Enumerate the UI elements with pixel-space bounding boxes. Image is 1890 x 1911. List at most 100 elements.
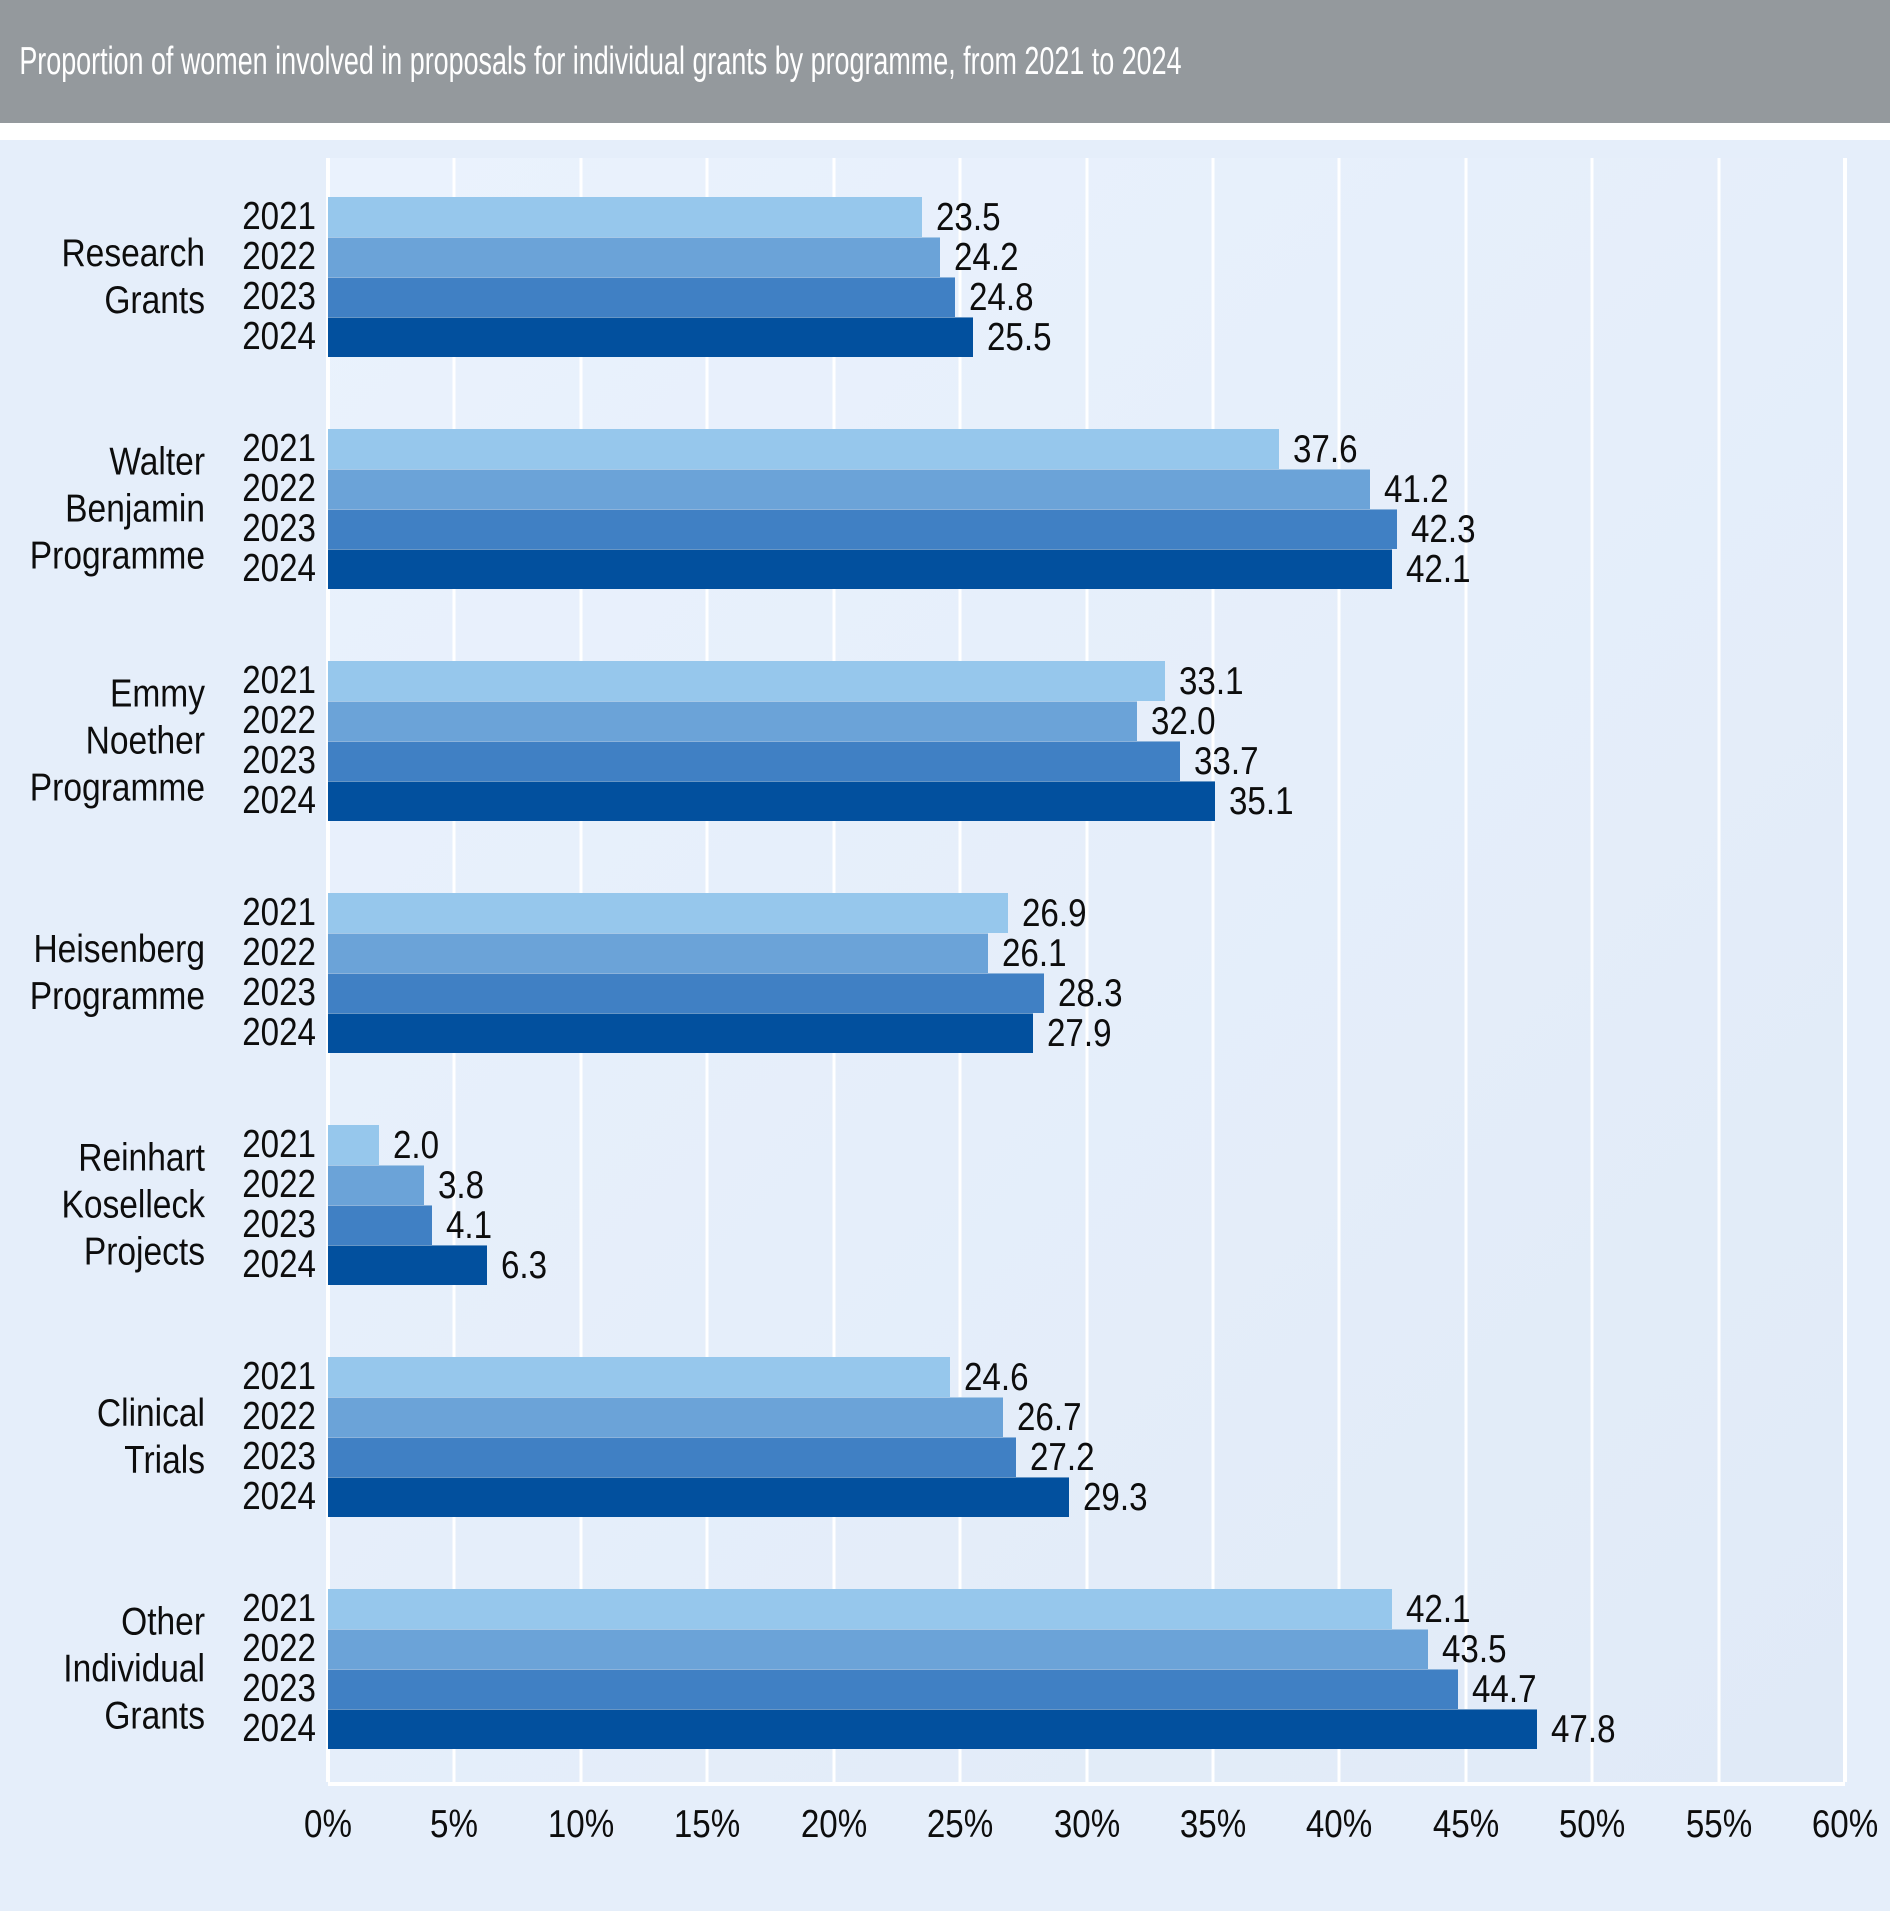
x-axis-tick-label: 35%	[1179, 1803, 1247, 1846]
category-label: Reinhart Koselleck Projects	[29, 1135, 205, 1276]
year-label: 2022	[242, 931, 316, 974]
bar-2021	[328, 893, 1008, 933]
year-label: 2021	[242, 427, 316, 470]
value-label: 41.2	[1384, 468, 1449, 511]
x-axis-tick-label: 5%	[430, 1803, 479, 1846]
value-label: 25.5	[987, 316, 1052, 359]
gridline	[1590, 158, 1594, 1782]
year-label: 2021	[242, 1355, 316, 1398]
year-label: 2021	[242, 891, 316, 934]
bar-2021	[328, 1357, 950, 1397]
year-labels: 2021 2022 2023 2024	[0, 429, 316, 589]
x-axis-tick-label: 60%	[1811, 1803, 1879, 1846]
value-label: 43.5	[1442, 1628, 1507, 1671]
x-axis-tick-label: 50%	[1558, 1803, 1626, 1846]
year-label: 2023	[242, 275, 316, 318]
year-label: 2024	[242, 1707, 316, 1750]
year-label: 2021	[242, 195, 316, 238]
year-label: 2024	[242, 315, 316, 358]
year-label: 2021	[242, 659, 316, 702]
category-label-line: Projects	[83, 1230, 205, 1274]
value-label: 42.1	[1406, 548, 1471, 591]
bar-2023	[328, 509, 1397, 549]
chart-canvas: Research Grants 2021 2022 2023 2024 23.5 24.2 24…	[0, 140, 1890, 1911]
bar-2024	[328, 781, 1215, 821]
bar-2024	[328, 1477, 1069, 1517]
year-labels: 2021 2022 2023 2024	[0, 197, 316, 357]
category-label-line: Koselleck	[61, 1183, 205, 1227]
category-label-line: Emmy	[109, 672, 205, 716]
chart-title: Proportion of women involved in proposal…	[19, 39, 1182, 83]
value-label: 24.2	[954, 236, 1019, 279]
bars: 2.0 3.8 4.1 6.3	[328, 1124, 1845, 1287]
year-label: 2023	[242, 507, 316, 550]
year-labels: 2021 2022 2023 2024	[0, 661, 316, 821]
bars: 42.1 43.5 44.7 47.8	[328, 1589, 1845, 1750]
category-label: Emmy Noether Programme	[29, 671, 205, 812]
category-label: Other Individual Grants	[29, 1599, 205, 1740]
year-label: 2023	[242, 1435, 316, 1478]
bar-2022	[328, 1165, 424, 1205]
bar-2021	[328, 661, 1165, 701]
category-label: Clinical Trials	[29, 1390, 205, 1484]
bar-2024	[328, 1245, 487, 1285]
bar-2023	[328, 973, 1044, 1013]
year-labels: 2021 2022 2023 2024	[0, 893, 316, 1053]
year-label: 2022	[242, 1395, 316, 1438]
x-axis-tick-label: 20%	[800, 1803, 867, 1846]
year-labels: 2021 2022 2023 2024	[0, 1589, 316, 1749]
bar-2022	[328, 1629, 1428, 1669]
x-axis-tick-label: 30%	[1053, 1803, 1120, 1846]
value-label: 6.3	[501, 1244, 548, 1287]
category-label-line: Programme	[29, 766, 205, 810]
year-label: 2022	[242, 1627, 316, 1670]
category-label: Heisenberg Programme	[29, 926, 205, 1020]
category-label: Walter Benjamin Programme	[29, 439, 205, 580]
value-label: 23.5	[936, 196, 1001, 239]
bar-2021	[328, 1125, 379, 1165]
value-label: 35.1	[1229, 780, 1294, 823]
x-axis-tick-label: 10%	[547, 1803, 615, 1846]
bar-2021	[328, 197, 922, 237]
category-label-line: Clinical	[96, 1392, 205, 1435]
gridline	[1085, 158, 1088, 1782]
bars: 23.5 24.2 24.8 25.5	[328, 196, 1845, 359]
x-axis-tick-label: 15%	[674, 1803, 741, 1846]
bar-group: Heisenberg Programme 2021 2022 2023 2024 26.9 2…	[0, 893, 1890, 1055]
year-label: 2024	[242, 547, 316, 590]
year-label: 2023	[242, 1203, 316, 1246]
bar-2022	[328, 701, 1137, 741]
gridline	[1464, 158, 1468, 1782]
value-label: 24.6	[964, 1356, 1029, 1399]
value-label: 2.0	[393, 1124, 440, 1167]
bar-2023	[328, 1205, 432, 1245]
category-label-line: Programme	[29, 975, 205, 1018]
bars: 26.9 26.1 28.3 27.9	[328, 893, 1845, 1054]
value-label: 28.3	[1058, 972, 1123, 1015]
bar-2023	[328, 1669, 1458, 1709]
category-label-line: Grants	[104, 279, 205, 322]
bar-group: Research Grants 2021 2022 2023 2024 23.5 24.2 24…	[0, 196, 1890, 359]
category-label-line: Noether	[85, 719, 205, 763]
bar-2023	[328, 277, 955, 317]
bar-2024	[328, 1709, 1537, 1749]
year-label: 2022	[242, 1163, 316, 1206]
bar-group: Reinhart Koselleck Projects 2021 2022 2023 202…	[0, 1124, 1890, 1287]
year-label: 2024	[242, 779, 316, 822]
year-label: 2022	[242, 699, 316, 742]
category-label-line: Other	[121, 1600, 205, 1644]
title-bar: Proportion of women involved in proposal…	[0, 0, 1890, 123]
value-label: 29.3	[1083, 1476, 1148, 1519]
category-label-line: Benjamin	[65, 487, 205, 531]
year-label: 2022	[242, 235, 316, 278]
category-label-line: Reinhart	[78, 1136, 205, 1180]
value-label: 4.1	[446, 1204, 493, 1247]
x-axis-tick-label: 40%	[1306, 1803, 1373, 1846]
value-label: 27.2	[1030, 1436, 1095, 1479]
bar-group: Clinical Trials 2021 2022 2023 2024 24.6 26.7 27…	[0, 1355, 1890, 1519]
category-label: Research Grants	[29, 230, 205, 324]
value-label: 24.8	[969, 276, 1034, 319]
year-label: 2023	[242, 739, 316, 782]
bar-2023	[328, 741, 1180, 781]
